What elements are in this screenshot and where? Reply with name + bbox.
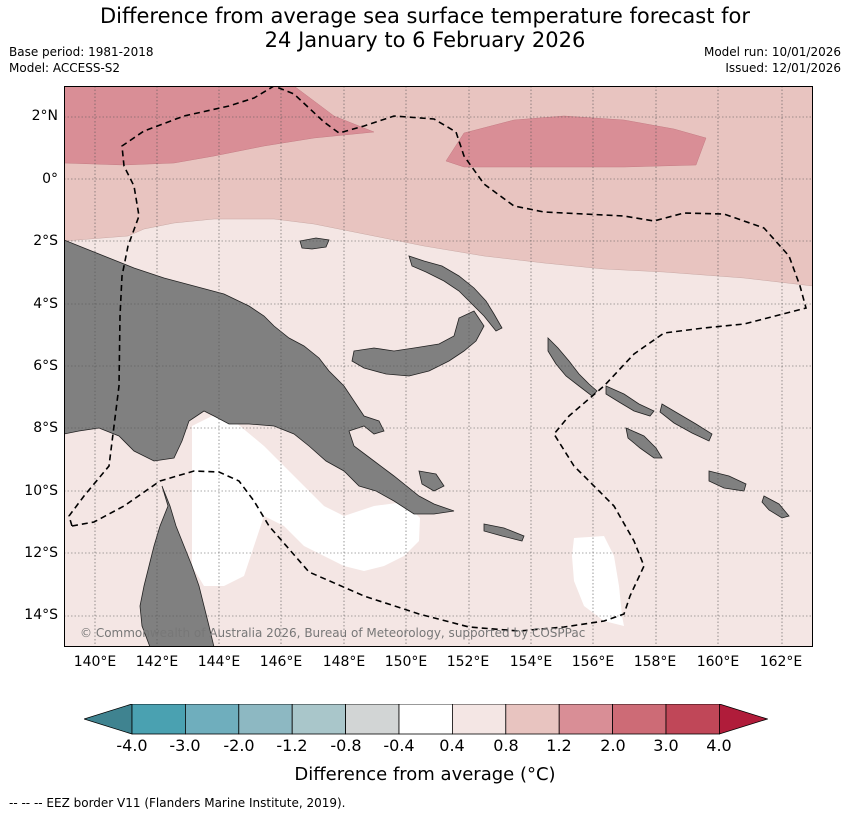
lat-label-10s: 10°S [24, 483, 58, 499]
colorbar-extend-low [84, 704, 133, 735]
colorbar [84, 704, 768, 735]
model-name: Model: ACCESS-S2 [9, 61, 121, 75]
cb-tick-6: 0.4 [439, 736, 465, 755]
map-panel[interactable] [64, 86, 813, 647]
land-louisiade [483, 523, 525, 542]
meta-left: Base period: 1981-2018 Model: ACCESS-S2 [9, 44, 154, 76]
cb-tick-0: -4.0 [116, 736, 148, 755]
land-new-britain [351, 310, 485, 377]
colorbar-segment-0 [131, 704, 186, 735]
colorbar-title: Difference from average (°C) [294, 764, 556, 785]
lat-label-2n: 2°N [31, 108, 58, 124]
lat-label-6s: 6°S [33, 358, 58, 374]
colorbar-segment-5 [398, 704, 453, 735]
land-solomons-3 [625, 427, 663, 459]
lat-label-8s: 8°S [33, 420, 58, 436]
cb-tick-4: -0.8 [330, 736, 362, 755]
lat-label-0: 0° [42, 171, 58, 187]
base-period: Base period: 1981-2018 [9, 45, 154, 59]
eez-border [68, 86, 807, 632]
lon-label-142e: 142°E [135, 654, 179, 670]
lon-label-158e: 158°E [633, 654, 677, 670]
land-cape-york [139, 485, 215, 647]
lon-label-156e: 156°E [571, 654, 615, 670]
map-frame [64, 86, 813, 647]
land-manus [299, 237, 330, 250]
lat-label-4s: 4°S [33, 296, 58, 312]
cb-tick-9: 2.0 [600, 736, 626, 755]
lon-label-150e: 150°E [384, 654, 428, 670]
lon-label-160e: 160°E [696, 654, 740, 670]
cb-tick-10: 3.0 [653, 736, 679, 755]
colorbar-segment-1 [185, 704, 240, 735]
map-svg [64, 86, 813, 647]
colorbar-segment-3 [291, 704, 346, 735]
lon-label-148e: 148°E [322, 654, 366, 670]
lat-label-2s: 2°S [33, 233, 58, 249]
land-dentrecasteaux [418, 470, 445, 492]
lat-label-14s: 14°S [24, 607, 58, 623]
meta-right: Model run: 10/01/2026 Issued: 12/01/2026 [704, 44, 841, 76]
cb-tick-5: -0.4 [383, 736, 415, 755]
colorbar-segment-2 [238, 704, 293, 735]
cb-tick-7: 0.8 [493, 736, 519, 755]
issued-date: Issued: 12/01/2026 [725, 61, 841, 75]
lon-label-152e: 152°E [446, 654, 490, 670]
cb-tick-2: -2.0 [223, 736, 255, 755]
graticule [64, 86, 813, 647]
land-solomons-1 [605, 385, 655, 417]
model-run: Model run: 10/01/2026 [703, 45, 841, 59]
neutral-region-west [192, 416, 420, 586]
land-solomons-2 [659, 403, 713, 442]
land-new-ireland [408, 255, 503, 332]
lon-label-144e: 144°E [197, 654, 241, 670]
lon-label-154e: 154°E [509, 654, 553, 670]
colorbar-segment-10 [665, 704, 720, 735]
cb-tick-1: -3.0 [169, 736, 201, 755]
cb-tick-11: 4.0 [706, 736, 732, 755]
copyright-text: © Commonwealth of Australia 2026, Bureau… [80, 626, 586, 640]
eez-legend-note: -- -- -- EEZ border V11 (Flanders Marine… [9, 796, 346, 810]
land-new-guinea [64, 239, 455, 515]
colorbar-segment-6 [451, 704, 507, 735]
colorbar-segment-4 [345, 704, 400, 735]
cb-tick-8: 1.2 [546, 736, 572, 755]
lon-label-140e: 140°E [73, 654, 117, 670]
colorbar-segment-9 [612, 704, 667, 735]
lon-label-146e: 146°E [259, 654, 303, 670]
title-line-1: Difference from average sea surface temp… [100, 4, 750, 28]
colorbar-segment-7 [505, 704, 560, 735]
colorbar-extend-high [719, 704, 768, 735]
lon-label-162e: 162°E [759, 654, 803, 670]
neutral-region-east [572, 536, 624, 626]
lat-label-12s: 12°S [24, 545, 58, 561]
anomaly-blob-northeast [445, 115, 707, 168]
colorbar-segments [84, 704, 768, 735]
cb-tick-3: -1.2 [276, 736, 308, 755]
chart-title: Difference from average sea surface temp… [0, 4, 850, 52]
colorbar-segment-8 [558, 704, 614, 735]
title-line-2: 24 January to 6 February 2026 [264, 28, 586, 52]
